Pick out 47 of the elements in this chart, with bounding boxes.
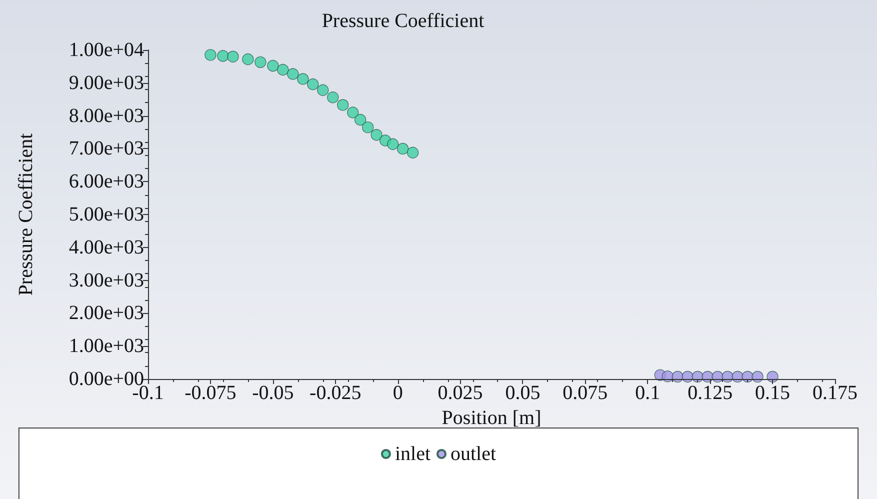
y-tick-label: 3.00e+03 [68, 269, 144, 292]
x-tick-label: 0.15 [755, 382, 790, 404]
x-axis-title: Position [m] [442, 406, 542, 429]
y-tick-label: 5.00e+03 [68, 204, 144, 226]
point [254, 56, 266, 68]
y-tick-label: 6.00e+03 [68, 170, 144, 193]
y-tick-label: 7.00e+03 [68, 138, 144, 160]
point [407, 146, 419, 158]
y-tick-label: 8.00e+03 [68, 104, 144, 127]
point [397, 142, 409, 154]
point [370, 129, 382, 141]
point [242, 53, 254, 66]
y-tick-label: 2.00e+03 [68, 302, 144, 324]
chart-title: Pressure Coefficient [322, 10, 485, 32]
x-tick-label: 0.1 [635, 382, 660, 404]
point [204, 49, 216, 61]
point [267, 60, 279, 72]
point [307, 78, 319, 90]
legend-label: inlet [394, 443, 431, 465]
point [347, 106, 359, 118]
x-tick-label: -0.075 [184, 382, 236, 404]
y-tick-label: 9.00e+03 [68, 72, 144, 94]
point [752, 370, 764, 382]
point [287, 68, 299, 80]
x-tick-label: 0.05 [505, 382, 540, 404]
point [297, 73, 309, 85]
point [217, 50, 229, 62]
y-tick-label: 4.00e+03 [68, 236, 144, 258]
x-tick-label: 0.125 [688, 382, 733, 404]
point [337, 99, 349, 111]
x-tick-label: -0.05 [252, 382, 294, 404]
x-tick-label: 0.175 [812, 382, 858, 404]
point [227, 50, 239, 62]
legend-label: outlet [450, 443, 496, 465]
point [387, 138, 399, 150]
point [327, 92, 339, 104]
y-tick-label: 1.00e+04 [68, 39, 144, 61]
point [317, 84, 329, 96]
point [354, 114, 366, 126]
point [362, 122, 374, 134]
x-tick-label: 0.025 [438, 382, 483, 404]
x-tick-label: 0.075 [562, 382, 608, 404]
x-tick-label: -0.025 [310, 382, 362, 404]
y-tick-label: 1.00e+03 [68, 335, 144, 358]
point [277, 64, 289, 76]
x-tick-label: 0 [392, 382, 403, 404]
y-axis-title: Pressure Coefficient [15, 132, 37, 296]
